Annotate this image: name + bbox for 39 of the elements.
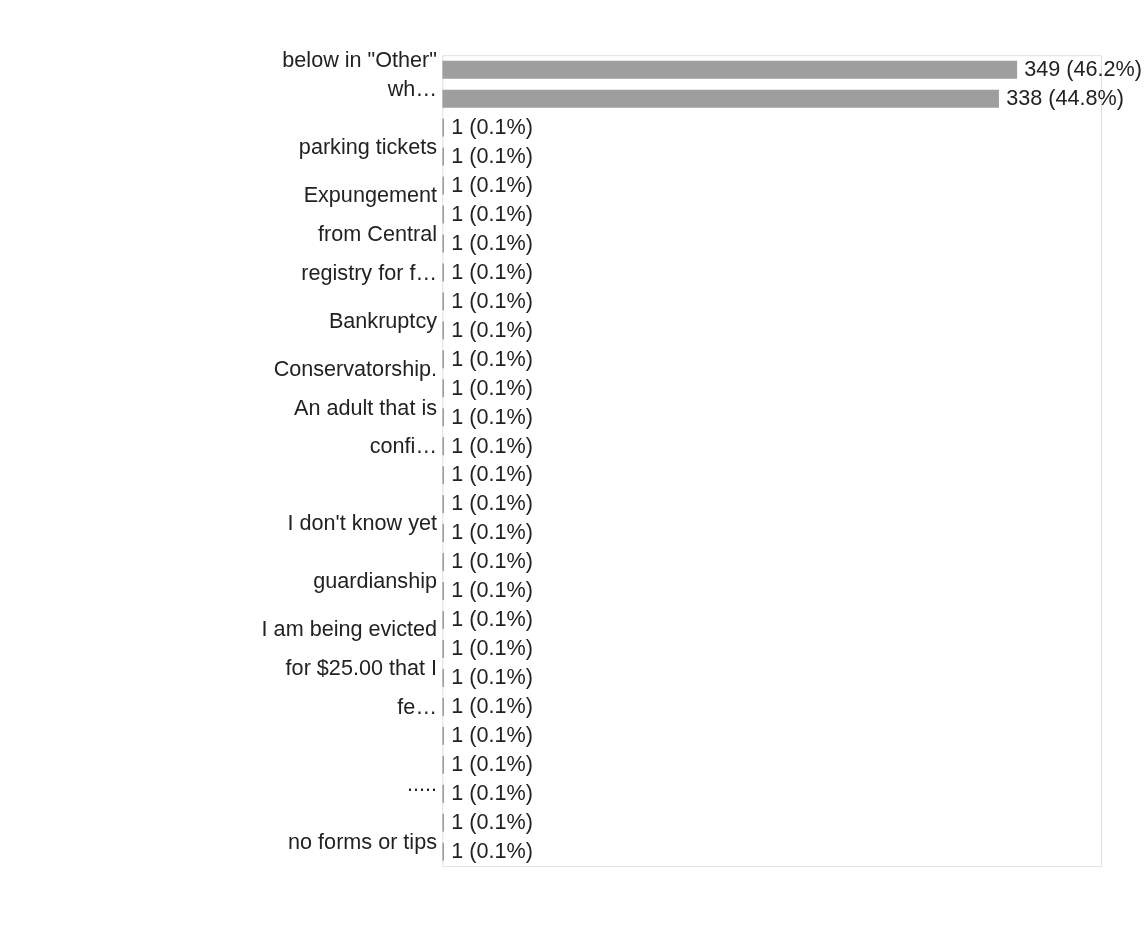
data-label: 1 (0.1%) — [451, 693, 533, 719]
data-label: 1 (0.1%) — [451, 837, 533, 863]
y-tick-label: Expungement from Central registry for f… — [301, 182, 437, 285]
data-label: 1 (0.1%) — [451, 461, 533, 487]
y-tick-label: I don't know yet — [287, 510, 437, 536]
data-label: 1 (0.1%) — [451, 432, 533, 458]
data-label: 1 (0.1%) — [451, 374, 533, 400]
y-tick-label: ..... — [406, 771, 437, 797]
data-label: 1 (0.1%) — [451, 722, 533, 748]
data-label: 1 (0.1%) — [451, 345, 533, 371]
data-label: 1 (0.1%) — [451, 751, 533, 777]
y-tick-label: Bankruptcy — [328, 307, 438, 333]
data-label: 1 (0.1%) — [451, 171, 533, 197]
data-label: 1 (0.1%) — [451, 809, 533, 835]
y-tick-label: guardianship — [313, 568, 437, 594]
y-tick-label: I am being evicted for $25.00 that I fe… — [261, 616, 437, 719]
data-label: 1 (0.1%) — [451, 606, 533, 632]
data-label: 1 (0.1%) — [451, 577, 533, 603]
data-label: 1 (0.1%) — [451, 113, 533, 139]
data-label: 1 (0.1%) — [451, 780, 533, 806]
data-label: 1 (0.1%) — [451, 287, 533, 313]
data-label: 1 (0.1%) — [451, 548, 533, 574]
data-label: 1 (0.1%) — [451, 490, 533, 516]
data-label: 1 (0.1%) — [451, 142, 533, 168]
data-label: 1 (0.1%) — [451, 519, 533, 545]
data-label: 338 (44.8%) — [1006, 84, 1124, 110]
data-label: 1 (0.1%) — [451, 258, 533, 284]
y-tick-label: parking tickets — [298, 133, 438, 159]
data-label: 1 (0.1%) — [451, 316, 533, 342]
y-tick-label: wh… — [386, 76, 437, 102]
y-tick-label: Conservatorship. An adult that is confi… — [273, 355, 438, 459]
data-label: 1 (0.1%) — [451, 229, 533, 255]
data-label: 1 (0.1%) — [451, 664, 533, 690]
y-tick-label: no forms or tips — [288, 829, 438, 855]
data-label: 349 (46.2%) — [1024, 56, 1143, 82]
data-label: 1 (0.1%) — [451, 200, 533, 226]
data-label: 1 (0.1%) — [451, 635, 533, 661]
y-tick-label: below in "Other" — [282, 47, 437, 73]
data-label: 1 (0.1%) — [451, 403, 533, 429]
